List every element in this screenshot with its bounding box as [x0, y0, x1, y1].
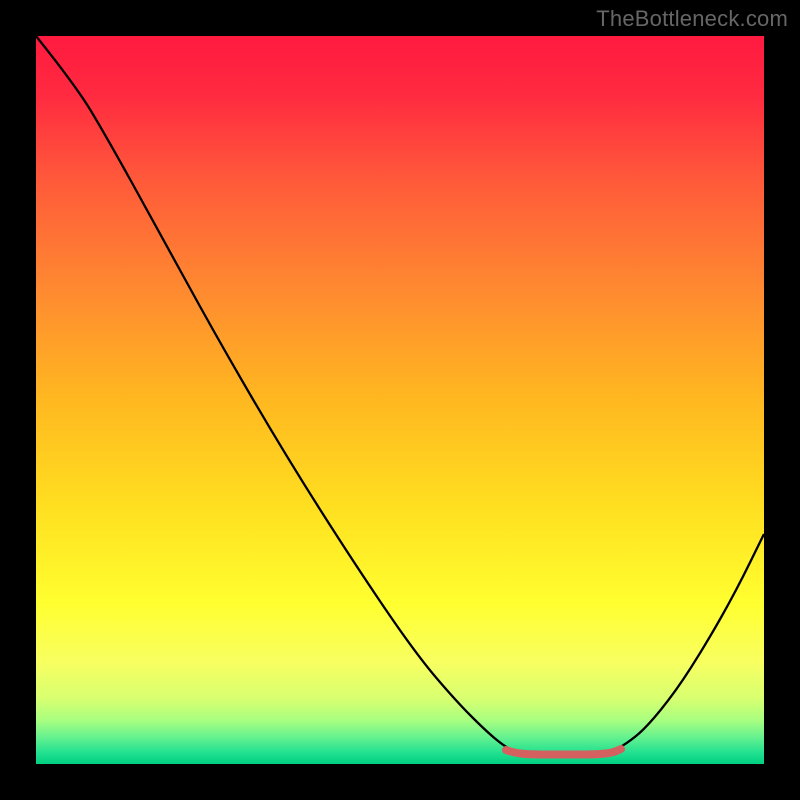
watermark-text: TheBottleneck.com	[596, 6, 788, 32]
chart-container: TheBottleneck.com	[0, 0, 800, 800]
flat-highlight-segment	[506, 749, 621, 755]
plot-area	[36, 36, 764, 764]
bottleneck-curve	[36, 36, 764, 754]
curve-layer	[36, 36, 764, 764]
